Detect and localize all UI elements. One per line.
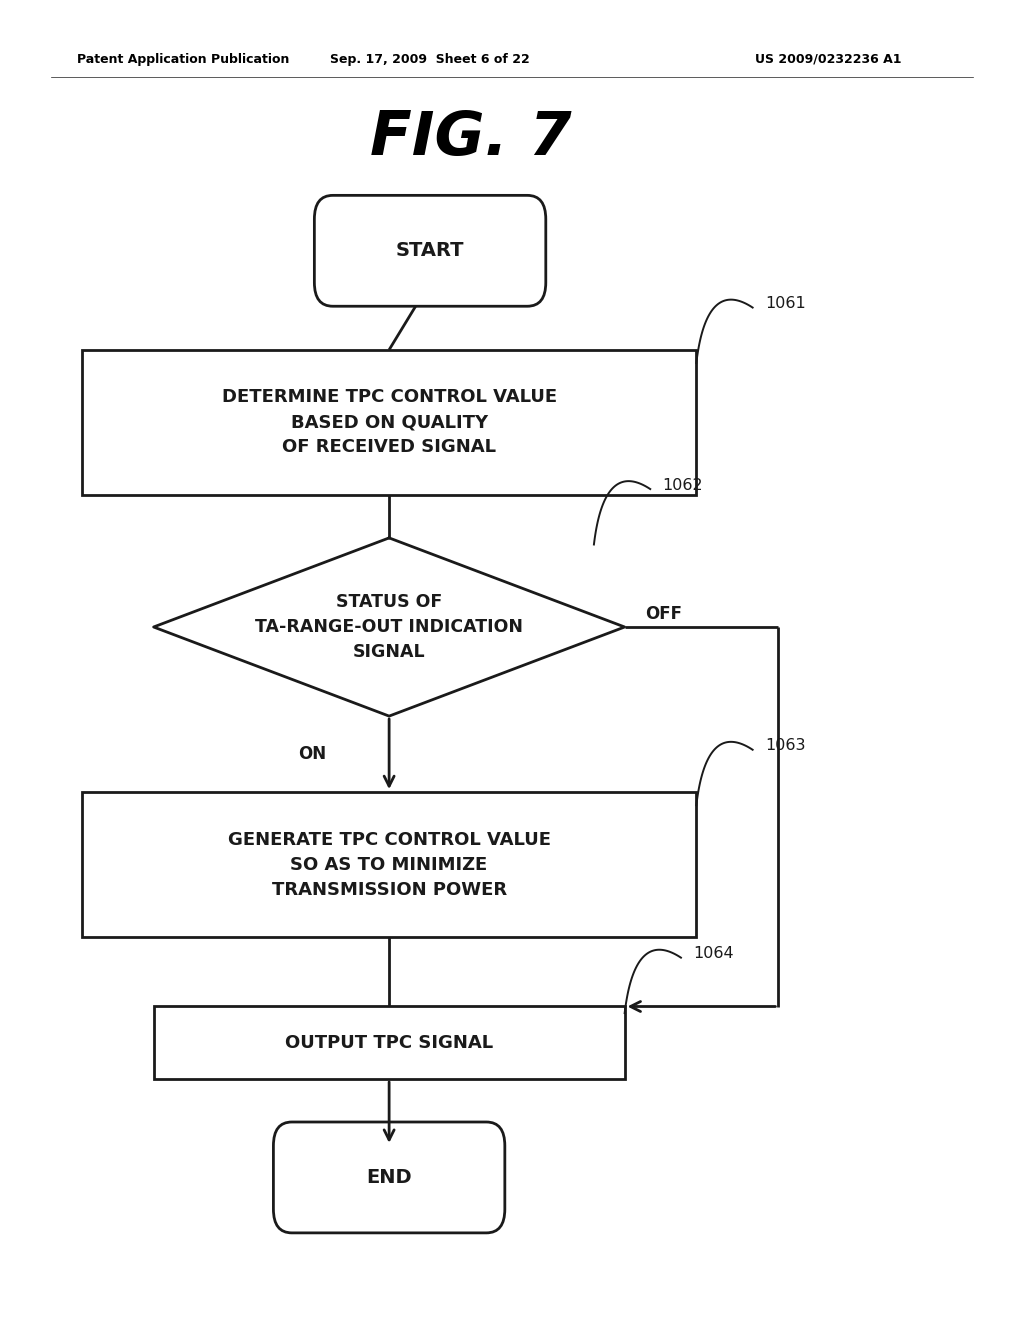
Text: 1064: 1064 [693, 946, 734, 961]
Bar [154, 1006, 625, 1080]
Bar [82, 350, 696, 495]
Text: US 2009/0232236 A1: US 2009/0232236 A1 [755, 53, 901, 66]
Text: Patent Application Publication: Patent Application Publication [77, 53, 289, 66]
Text: STATUS OF
TA-RANGE-OUT INDICATION
SIGNAL: STATUS OF TA-RANGE-OUT INDICATION SIGNAL [255, 593, 523, 661]
Text: OFF: OFF [645, 605, 682, 623]
Text: START: START [396, 242, 464, 260]
FancyBboxPatch shape [314, 195, 546, 306]
Polygon shape [154, 539, 625, 715]
Text: OUTPUT TPC SIGNAL: OUTPUT TPC SIGNAL [285, 1034, 494, 1052]
Text: GENERATE TPC CONTROL VALUE
SO AS TO MINIMIZE
TRANSMISSION POWER: GENERATE TPC CONTROL VALUE SO AS TO MINI… [227, 830, 551, 899]
Bar [82, 792, 696, 937]
Text: 1063: 1063 [765, 738, 806, 754]
Text: 1061: 1061 [765, 296, 806, 312]
FancyBboxPatch shape [273, 1122, 505, 1233]
Text: FIG. 7: FIG. 7 [371, 110, 571, 168]
Text: Sep. 17, 2009  Sheet 6 of 22: Sep. 17, 2009 Sheet 6 of 22 [330, 53, 530, 66]
Text: ON: ON [298, 744, 327, 763]
Text: DETERMINE TPC CONTROL VALUE
BASED ON QUALITY
OF RECEIVED SIGNAL: DETERMINE TPC CONTROL VALUE BASED ON QUA… [221, 388, 557, 457]
Text: 1062: 1062 [663, 478, 703, 492]
Text: END: END [367, 1168, 412, 1187]
